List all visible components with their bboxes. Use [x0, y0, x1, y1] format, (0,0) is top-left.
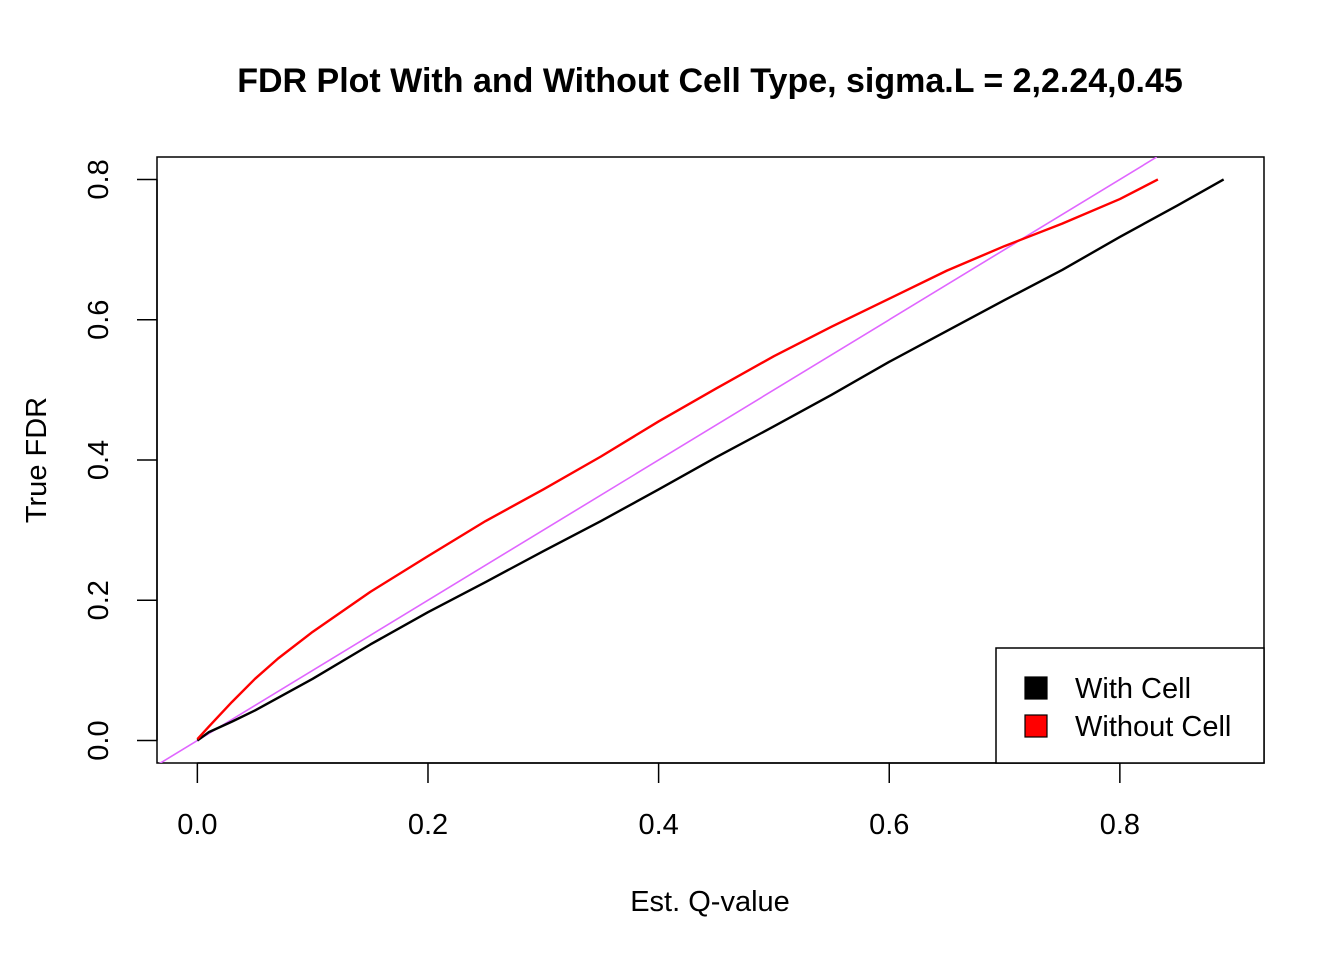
- legend-label: With Cell: [1075, 673, 1191, 705]
- series-with-cell-line: [196, 178, 1225, 742]
- reference-diagonal-line: [158, 157, 1158, 763]
- x-tick-label: 0.8: [1100, 809, 1140, 841]
- series-without-cell-line: [196, 178, 1159, 740]
- x-tick-label: 0.4: [638, 809, 678, 841]
- legend-swatch: [1024, 714, 1048, 738]
- x-tick-label: 0.2: [408, 809, 448, 841]
- y-tick-label: 0.0: [83, 720, 115, 760]
- x-tick-label: 0.0: [177, 809, 217, 841]
- legend: With Cell Without Cell: [995, 647, 1265, 764]
- y-axis: 0.0 0.2 0.4 0.6 0.8: [83, 159, 158, 761]
- x-axis-label: Est. Q-value: [630, 886, 790, 918]
- series-layer: [158, 157, 1225, 763]
- x-tick-label: 0.6: [869, 809, 909, 841]
- y-tick-label: 0.4: [83, 440, 115, 480]
- legend-swatch: [1024, 676, 1048, 700]
- y-tick-label: 0.2: [83, 580, 115, 620]
- y-axis-label: True FDR: [21, 397, 53, 523]
- chart-title: FDR Plot With and Without Cell Type, sig…: [237, 62, 1183, 100]
- legend-label: Without Cell: [1075, 711, 1231, 743]
- y-tick-label: 0.6: [83, 300, 115, 340]
- y-tick-label: 0.8: [83, 159, 115, 199]
- legend-box: [995, 647, 1265, 764]
- x-axis: 0.0 0.2 0.4 0.6 0.8: [177, 762, 1140, 841]
